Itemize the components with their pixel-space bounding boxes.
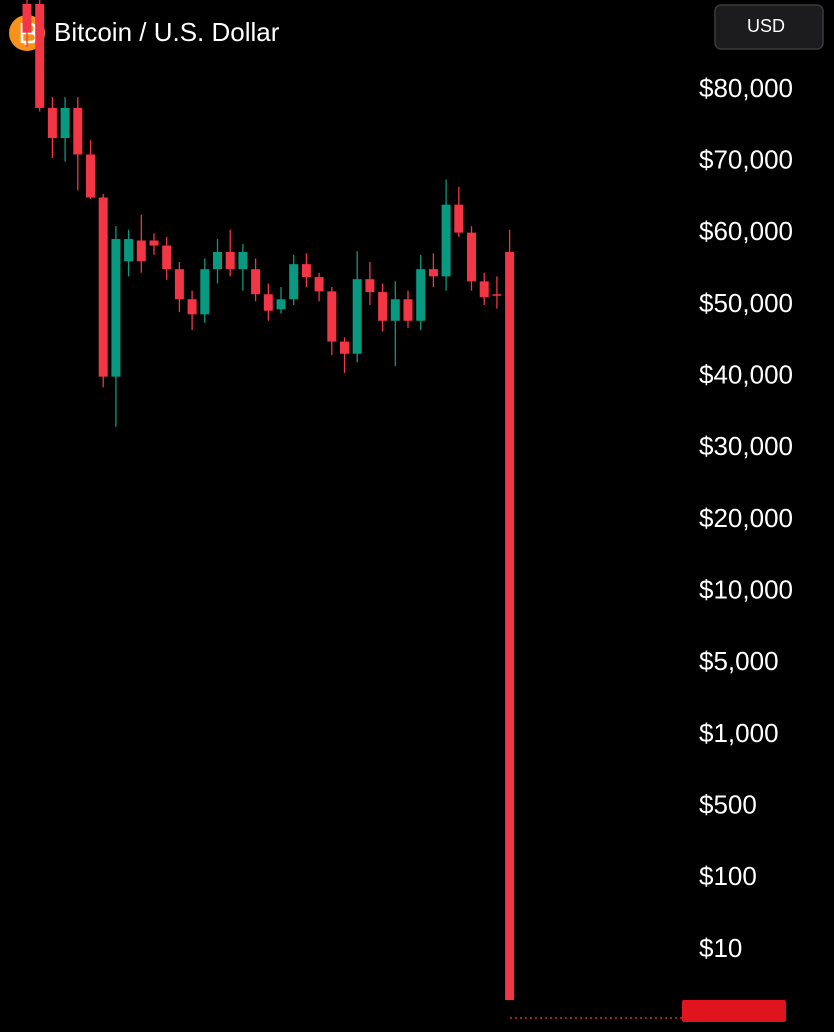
candle-body bbox=[454, 204, 464, 233]
candles bbox=[22, 0, 515, 1001]
candle-body bbox=[238, 251, 248, 270]
candle-body bbox=[416, 269, 426, 321]
candle-body bbox=[467, 232, 476, 282]
candle-body bbox=[111, 239, 121, 377]
currency-label[interactable]: USD bbox=[747, 16, 785, 36]
y-tick-label: $500 bbox=[699, 790, 757, 820]
candle-body bbox=[314, 277, 324, 292]
candle-body bbox=[276, 299, 286, 310]
candle-body bbox=[174, 269, 184, 300]
candle-body bbox=[403, 299, 413, 321]
candle-body bbox=[225, 251, 235, 270]
candle-body bbox=[340, 341, 349, 354]
y-tick-label: $10 bbox=[699, 933, 742, 963]
candle-body bbox=[136, 240, 146, 262]
y-tick-label: $1,000 bbox=[699, 718, 779, 748]
candle-body bbox=[162, 245, 172, 270]
y-tick-label: $100 bbox=[699, 861, 757, 891]
y-tick-label: $30,000 bbox=[699, 431, 793, 461]
candle-body bbox=[263, 294, 273, 311]
y-tick-label: $10,000 bbox=[699, 575, 793, 605]
candle-body bbox=[73, 107, 83, 155]
y-tick-label: $80,000 bbox=[699, 73, 793, 103]
candle-body bbox=[47, 107, 57, 139]
candle-body bbox=[60, 107, 70, 139]
candle-body bbox=[98, 197, 108, 377]
candle-body bbox=[479, 281, 489, 298]
currency-button[interactable] bbox=[714, 4, 824, 50]
last-price-badge bbox=[682, 1000, 786, 1022]
candle-body bbox=[378, 292, 388, 321]
candle-body bbox=[35, 4, 45, 108]
y-tick-label: $70,000 bbox=[699, 145, 793, 175]
candle-body bbox=[187, 299, 197, 315]
y-tick-label: $20,000 bbox=[699, 503, 793, 533]
candle-body bbox=[365, 279, 375, 293]
chart-title: Bitcoin / U.S. Dollar bbox=[54, 17, 280, 47]
candle-body bbox=[289, 264, 299, 300]
candle-body bbox=[301, 264, 311, 278]
candle-body bbox=[327, 291, 337, 342]
candle-body bbox=[492, 294, 502, 296]
y-tick-label: $5,000 bbox=[699, 646, 779, 676]
y-tick-label: $40,000 bbox=[699, 360, 793, 390]
candle-body bbox=[441, 204, 451, 277]
candle-body bbox=[22, 4, 32, 33]
candle-body bbox=[149, 240, 159, 246]
y-tick-label: $50,000 bbox=[699, 288, 793, 318]
candle-body bbox=[86, 154, 95, 198]
candle-body bbox=[505, 251, 515, 1001]
candle-body bbox=[213, 251, 222, 270]
candle-body bbox=[390, 299, 400, 321]
candle-body bbox=[251, 269, 261, 295]
y-tick-label: $60,000 bbox=[699, 216, 793, 246]
candle-body bbox=[200, 269, 210, 315]
candle-body bbox=[124, 239, 134, 262]
candle-body bbox=[428, 269, 438, 277]
candle-body bbox=[352, 279, 362, 354]
